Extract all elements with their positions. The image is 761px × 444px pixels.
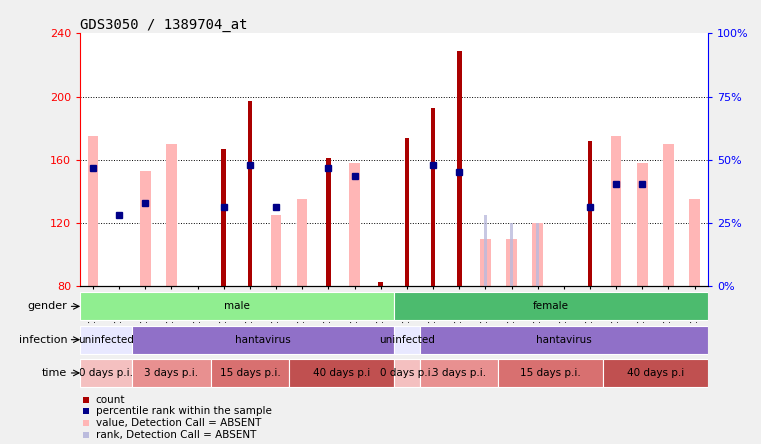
Text: uninfected: uninfected (379, 335, 435, 345)
Text: time: time (42, 368, 68, 378)
Bar (349, 163, 360, 286)
Text: percentile rank within the sample: percentile rank within the sample (96, 406, 272, 416)
Bar (378, 281, 383, 286)
Text: male: male (224, 301, 250, 311)
Bar (394, 292, 708, 321)
Bar (405, 138, 409, 286)
Text: 40 days p.i: 40 days p.i (627, 368, 684, 378)
Bar (484, 215, 487, 286)
Text: uninfected: uninfected (78, 335, 134, 345)
Bar (394, 326, 420, 353)
Text: 0 days p.i.: 0 days p.i. (79, 368, 133, 378)
Text: hantavirus: hantavirus (235, 335, 291, 345)
Bar (431, 107, 435, 286)
Bar (664, 144, 673, 286)
Bar (689, 199, 700, 286)
Bar (420, 359, 498, 387)
Text: 15 days p.i.: 15 days p.i. (521, 368, 581, 378)
Text: value, Detection Call = ABSENT: value, Detection Call = ABSENT (96, 418, 261, 428)
Bar (132, 326, 394, 353)
Bar (506, 239, 517, 286)
Bar (297, 199, 307, 286)
Bar (637, 163, 648, 286)
Text: infection: infection (19, 335, 68, 345)
Bar (457, 51, 462, 286)
Bar (480, 239, 491, 286)
Text: hantavirus: hantavirus (536, 335, 592, 345)
Text: rank, Detection Call = ABSENT: rank, Detection Call = ABSENT (96, 430, 256, 440)
Text: 3 days p.i.: 3 days p.i. (432, 368, 486, 378)
Bar (80, 326, 132, 353)
Bar (166, 144, 177, 286)
Bar (140, 171, 151, 286)
Bar (533, 223, 543, 286)
Bar (211, 359, 289, 387)
Bar (536, 223, 540, 286)
Text: GDS3050 / 1389704_at: GDS3050 / 1389704_at (80, 18, 247, 32)
Bar (80, 292, 394, 321)
Bar (326, 158, 331, 286)
Text: 15 days p.i.: 15 days p.i. (220, 368, 280, 378)
Bar (587, 141, 592, 286)
Bar (247, 101, 253, 286)
Text: count: count (96, 395, 125, 404)
Text: 3 days p.i.: 3 days p.i. (145, 368, 199, 378)
Bar (611, 136, 622, 286)
Bar (457, 168, 461, 286)
Bar (289, 359, 394, 387)
Text: 0 days p.i.: 0 days p.i. (380, 368, 434, 378)
Bar (271, 215, 282, 286)
Bar (221, 149, 226, 286)
Text: female: female (533, 301, 568, 311)
Bar (88, 136, 98, 286)
Bar (510, 223, 513, 286)
Text: gender: gender (27, 301, 68, 311)
Bar (420, 326, 708, 353)
Bar (80, 359, 132, 387)
Bar (132, 359, 211, 387)
Bar (603, 359, 708, 387)
Bar (498, 359, 603, 387)
Bar (394, 359, 420, 387)
Text: 40 days p.i: 40 days p.i (313, 368, 370, 378)
